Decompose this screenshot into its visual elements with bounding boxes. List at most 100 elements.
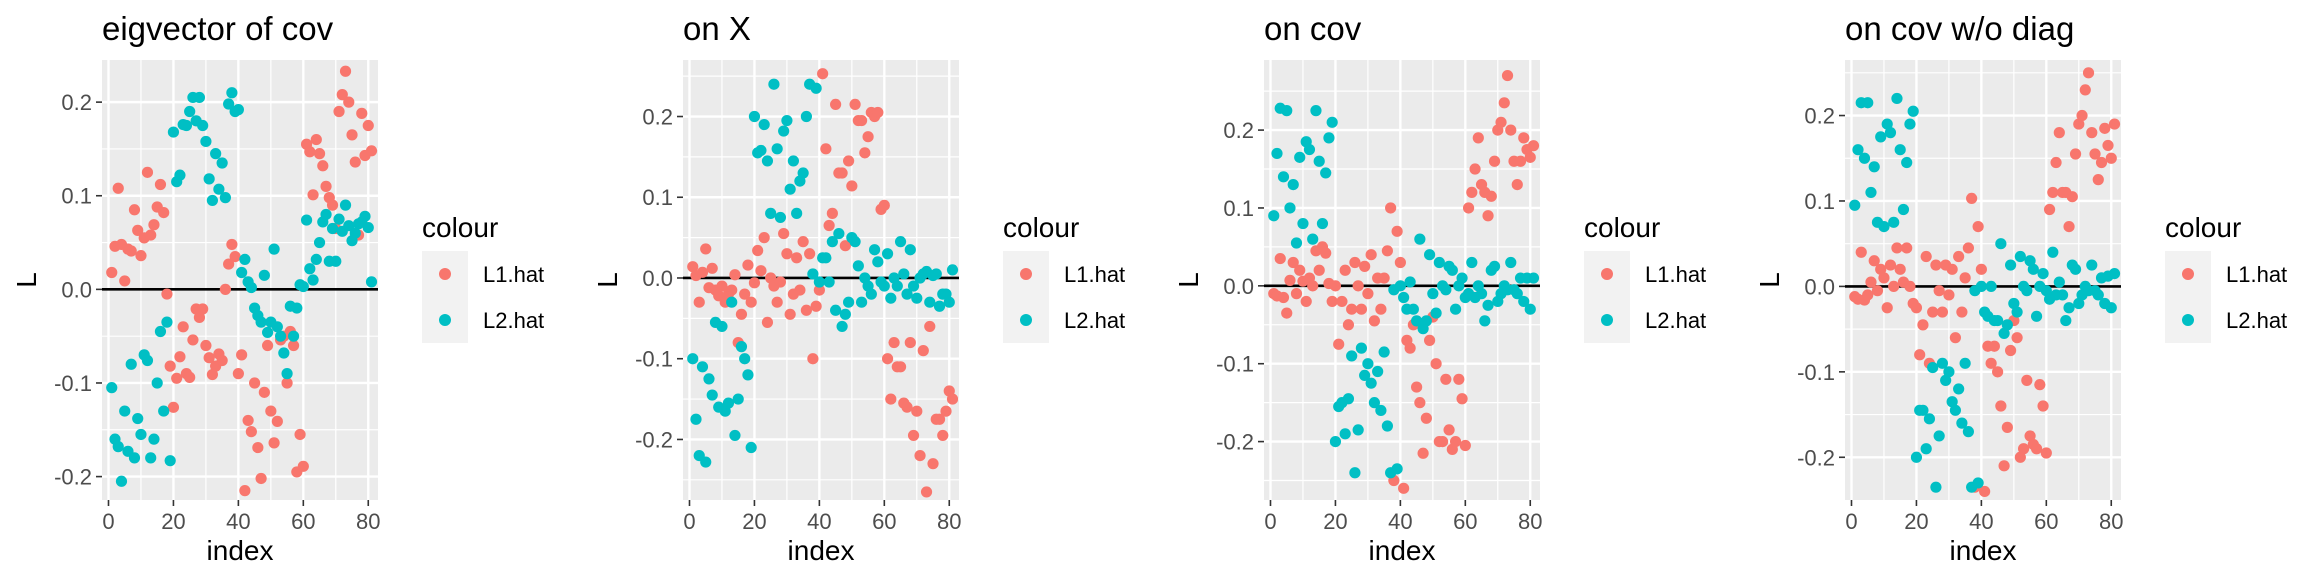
point-L1-hat xyxy=(1459,439,1471,452)
point-L2-hat xyxy=(1904,118,1916,130)
point-L1-hat xyxy=(836,167,848,179)
point-L2-hat xyxy=(1294,151,1306,163)
point-L1-hat xyxy=(2037,400,2049,412)
point-L1-hat xyxy=(826,207,838,219)
point-L1-hat xyxy=(242,414,254,427)
y-tick-label: -0.2 xyxy=(1216,430,1254,455)
point-L1-hat xyxy=(729,269,741,281)
point-L2-hat xyxy=(226,87,238,99)
point-L2-hat xyxy=(310,253,322,266)
point-L2-hat xyxy=(755,144,767,157)
point-L2-hat xyxy=(1268,210,1280,222)
point-L2-hat xyxy=(1378,346,1390,358)
point-L2-hat xyxy=(1404,276,1416,288)
point-L1-hat xyxy=(2011,332,2023,344)
point-L1-hat xyxy=(911,405,923,417)
point-L1-hat xyxy=(1462,202,1475,214)
point-L1-hat xyxy=(693,296,705,308)
point-L2-hat xyxy=(2047,246,2059,258)
legend-title: colour xyxy=(1584,212,1660,243)
point-L2-hat xyxy=(313,236,326,249)
legend-key-dot xyxy=(1020,314,1032,326)
point-L1-hat xyxy=(817,68,829,80)
point-L2-hat xyxy=(1290,237,1303,249)
chart-title: on cov w/o diag xyxy=(1845,10,2074,47)
point-L2-hat xyxy=(843,296,855,308)
point-L2-hat xyxy=(262,326,274,339)
point-L2-hat xyxy=(1956,417,1968,429)
y-tick-label: 0.1 xyxy=(61,184,92,209)
point-L2-hat xyxy=(287,330,300,342)
point-L2-hat xyxy=(787,155,799,167)
point-L1-hat xyxy=(774,276,787,288)
point-L1-hat xyxy=(1865,276,1877,288)
point-L1-hat xyxy=(349,156,361,168)
point-L2-hat xyxy=(904,244,916,256)
point-L2-hat xyxy=(2105,302,2117,314)
point-L1-hat xyxy=(271,415,283,427)
point-L1-hat xyxy=(1307,280,1319,292)
point-L2-hat xyxy=(333,213,345,225)
point-L2-hat xyxy=(868,244,881,256)
chart-title: on cov xyxy=(1264,10,1362,47)
y-tick-label: 0.1 xyxy=(642,185,673,210)
point-L1-hat xyxy=(281,377,293,389)
point-L2-hat xyxy=(865,288,877,300)
y-tick-label: 0.2 xyxy=(642,105,673,130)
point-L2-hat xyxy=(1303,143,1316,156)
point-L2-hat xyxy=(774,211,787,224)
point-L2-hat xyxy=(193,91,206,104)
point-L2-hat xyxy=(716,320,728,333)
point-L1-hat xyxy=(2069,148,2082,160)
point-L1-hat xyxy=(1884,259,1897,271)
point-L2-hat xyxy=(1430,307,1442,319)
point-L2-hat xyxy=(213,183,225,195)
point-L2-hat xyxy=(203,173,215,185)
point-L2-hat xyxy=(1852,144,1864,156)
point-L1-hat xyxy=(1505,124,1517,136)
point-L1-hat xyxy=(1440,373,1452,385)
point-L2-hat xyxy=(2027,263,2039,275)
point-L1-hat xyxy=(1914,349,1926,361)
point-L2-hat xyxy=(1933,430,1945,442)
point-L1-hat xyxy=(1949,332,1961,344)
point-L1-hat xyxy=(1424,334,1436,346)
point-L2-hat xyxy=(1287,179,1299,191)
point-L2-hat xyxy=(1949,404,1961,416)
point-L1-hat xyxy=(1359,260,1371,272)
point-L2-hat xyxy=(151,377,163,389)
legend-title: colour xyxy=(1003,212,1079,243)
point-L1-hat xyxy=(193,311,206,324)
point-L1-hat xyxy=(933,413,946,425)
point-L1-hat xyxy=(791,252,803,264)
point-L2-hat xyxy=(1888,216,1900,228)
point-L1-hat xyxy=(862,131,874,143)
point-L2-hat xyxy=(206,194,218,207)
x-tick-label: 80 xyxy=(937,509,961,534)
point-L2-hat xyxy=(2024,255,2036,267)
point-L2-hat xyxy=(1446,264,1458,276)
point-L2-hat xyxy=(1339,428,1351,440)
point-L2-hat xyxy=(1868,161,1880,173)
point-L1-hat xyxy=(937,429,949,442)
y-tick-label: 0.0 xyxy=(1223,274,1254,299)
point-L2-hat xyxy=(745,441,757,454)
x-tick-label: 20 xyxy=(161,509,185,534)
point-L1-hat xyxy=(1466,186,1478,198)
point-L1-hat xyxy=(1436,435,1449,448)
point-L1-hat xyxy=(174,351,186,363)
point-L1-hat xyxy=(1404,342,1416,354)
point-L1-hat xyxy=(1326,295,1338,308)
point-L1-hat xyxy=(1875,263,1887,275)
y-tick-label: -0.2 xyxy=(54,465,92,490)
y-tick-label: 0.2 xyxy=(1804,104,1835,129)
x-tick-label: 0 xyxy=(683,509,695,534)
point-L2-hat xyxy=(1342,393,1355,405)
point-L1-hat xyxy=(881,353,894,365)
point-L2-hat xyxy=(258,269,270,281)
point-L1-hat xyxy=(1375,303,1387,315)
point-L1-hat xyxy=(2063,221,2075,233)
point-L1-hat xyxy=(236,349,248,361)
point-L2-hat xyxy=(784,183,796,195)
point-L2-hat xyxy=(1998,327,2010,339)
